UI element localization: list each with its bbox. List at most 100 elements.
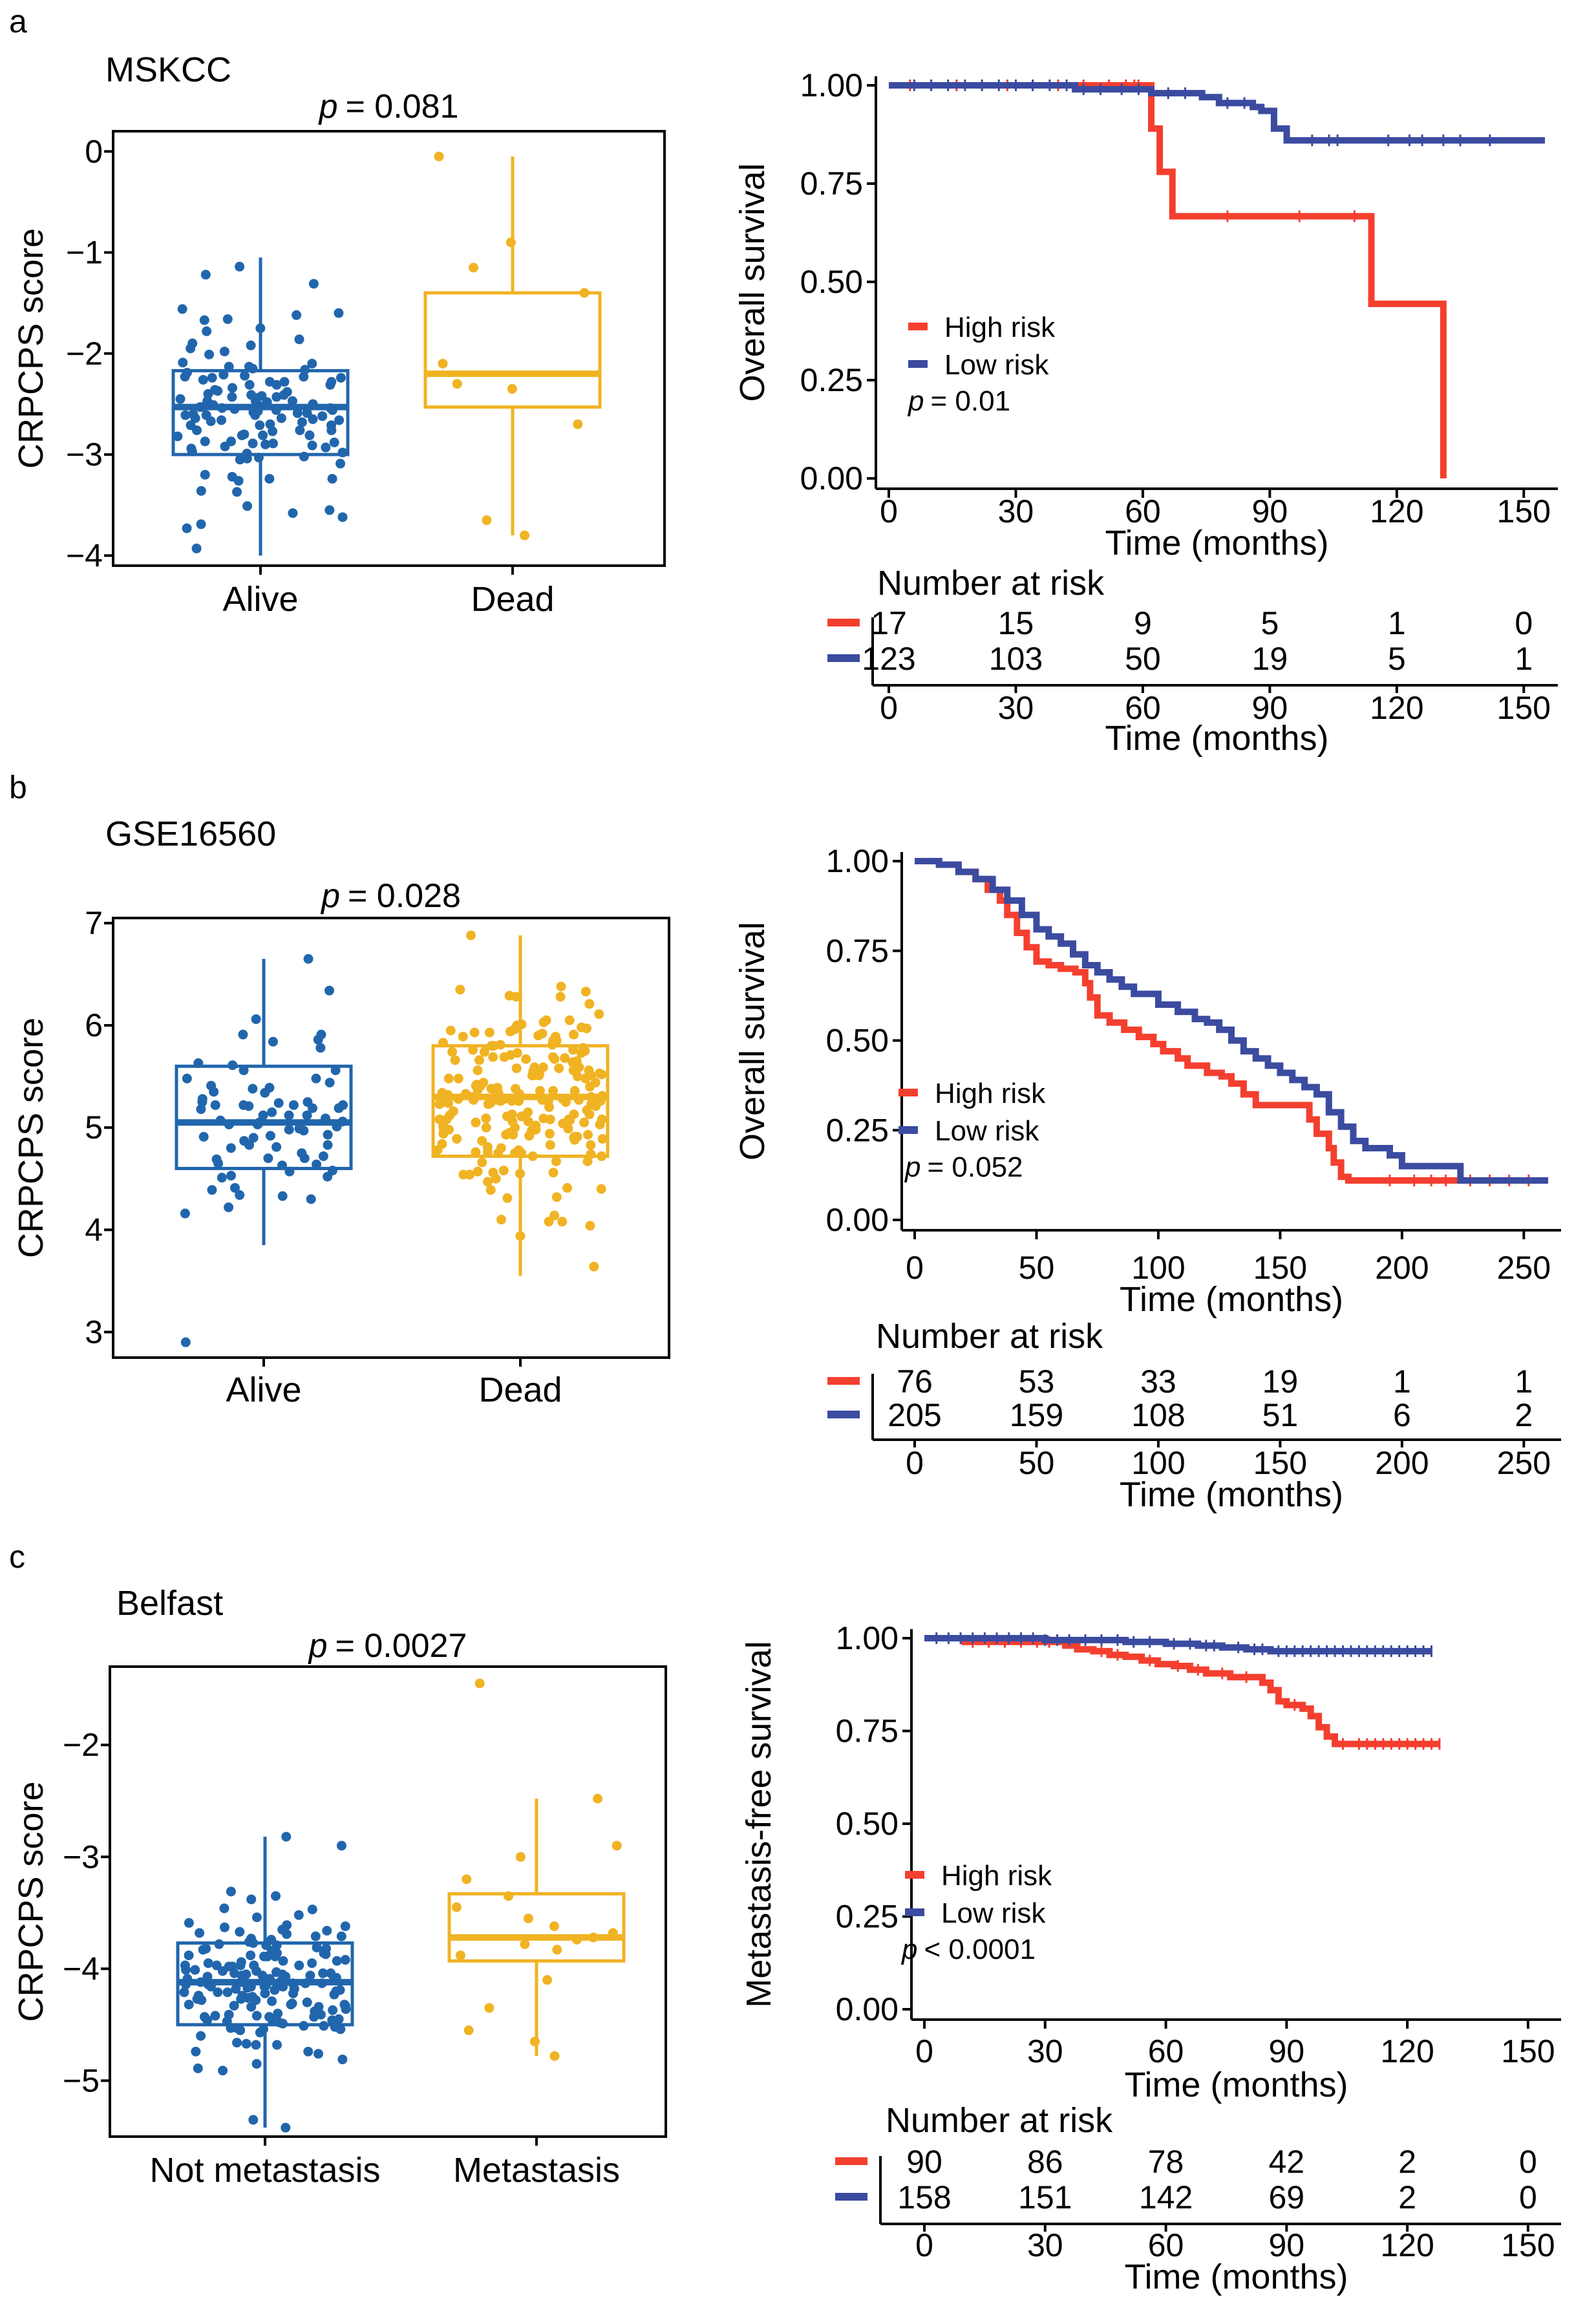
- data-point: [323, 1171, 333, 1182]
- data-point: [193, 1058, 204, 1069]
- data-point: [196, 519, 206, 529]
- data-point: [242, 1980, 253, 1990]
- x-tick-label: 50: [1019, 1250, 1055, 1286]
- risk-x-axis-label: Time (months): [1124, 2258, 1348, 2296]
- data-point: [482, 1142, 493, 1152]
- risk-count: 6: [1393, 1397, 1411, 1433]
- data-point: [265, 1131, 275, 1141]
- data-point: [253, 1119, 263, 1129]
- risk-x-tick-label: 30: [998, 690, 1034, 726]
- data-point: [487, 1041, 497, 1051]
- x-axis-label: Time (months): [1105, 524, 1328, 562]
- data-point: [178, 358, 188, 368]
- data-point: [505, 1050, 516, 1060]
- risk-x-axis-label: Time (months): [1120, 1475, 1343, 1514]
- data-point: [341, 2004, 351, 2014]
- data-point: [579, 1117, 590, 1127]
- data-point: [271, 405, 281, 415]
- data-point: [337, 2055, 348, 2065]
- data-point: [201, 410, 211, 420]
- p-value: = 0.081: [345, 88, 458, 125]
- data-point: [292, 310, 302, 320]
- data-point: [200, 270, 211, 280]
- data-point: [229, 1968, 240, 1978]
- data-point: [229, 404, 240, 414]
- data-point: [266, 1934, 277, 1945]
- data-point: [321, 442, 331, 453]
- data-point: [573, 1071, 583, 1082]
- data-point: [312, 1159, 322, 1169]
- data-point: [264, 2012, 274, 2022]
- data-point: [453, 1094, 463, 1104]
- data-point: [307, 358, 317, 368]
- data-point: [207, 1185, 217, 1195]
- risk-count: 1: [1515, 1363, 1533, 1400]
- data-point: [232, 2038, 242, 2048]
- data-point: [277, 1191, 288, 1201]
- data-point: [544, 1129, 555, 1139]
- data-point: [443, 1124, 454, 1135]
- data-point: [581, 1023, 591, 1034]
- data-point: [330, 1065, 341, 1076]
- data-point: [549, 2051, 560, 2061]
- data-point: [469, 262, 479, 273]
- y-tick-label: 0.00: [826, 1202, 889, 1238]
- data-point: [491, 1094, 502, 1105]
- data-point: [268, 426, 278, 436]
- risk-x-axis-label: Time (months): [1105, 719, 1328, 758]
- risk-x-tick-label: 0: [880, 690, 898, 726]
- data-point: [515, 1231, 526, 1241]
- data-point: [249, 1960, 259, 1970]
- p-symbol: p: [900, 1934, 917, 1965]
- data-point: [308, 279, 319, 289]
- data-point: [495, 1040, 505, 1050]
- data-point: [573, 419, 583, 429]
- data-point: [226, 1886, 236, 1897]
- data-point: [196, 2031, 206, 2041]
- risk-x-tick-label: 120: [1370, 690, 1423, 726]
- data-point: [186, 420, 196, 431]
- data-point: [180, 1208, 190, 1219]
- data-point: [335, 2024, 346, 2034]
- data-point: [315, 1043, 326, 1053]
- data-point: [236, 1957, 246, 1967]
- data-point: [455, 1950, 465, 1961]
- data-point: [232, 487, 242, 497]
- data-point: [206, 1080, 217, 1091]
- y-axis-label: CRPCPS score: [12, 228, 50, 469]
- data-point: [273, 2009, 283, 2019]
- y-tick-label: 0.50: [836, 1806, 899, 1842]
- panel-letter-c: c: [9, 1539, 25, 1575]
- data-point: [496, 1215, 507, 1225]
- data-point: [466, 930, 476, 941]
- data-point: [318, 1968, 328, 1978]
- data-point: [512, 1020, 522, 1030]
- data-point: [248, 1938, 259, 1948]
- data-point: [222, 314, 233, 325]
- data-point: [540, 1094, 550, 1104]
- data-point: [515, 1852, 526, 1862]
- data-point: [452, 379, 462, 389]
- risk-table-title: Number at risk: [877, 564, 1105, 603]
- data-point: [555, 992, 566, 1002]
- data-point: [326, 425, 337, 436]
- data-point: [468, 1045, 478, 1055]
- data-point: [507, 1109, 517, 1120]
- data-point: [336, 1841, 346, 1851]
- data-point: [229, 1182, 240, 1193]
- p-symbol: p: [320, 877, 340, 915]
- data-point: [235, 454, 245, 465]
- p-value-title: p = 0.081: [318, 88, 459, 125]
- data-point: [184, 1917, 194, 1928]
- risk-x-tick-label: 150: [1497, 690, 1551, 726]
- data-point: [208, 400, 218, 411]
- panel-c-km-plot: 0.00 0.25 0.50 0.75 1.00 0 30 60 90 120 150 Time (m…: [739, 1620, 1561, 2296]
- data-point: [207, 372, 217, 383]
- risk-count: 9: [1134, 605, 1152, 641]
- data-point: [501, 1129, 511, 1140]
- data-point: [474, 1678, 485, 1689]
- y-axis-label: Overall survival: [733, 922, 772, 1160]
- risk-count: 151: [1018, 2179, 1072, 2215]
- data-point: [488, 1052, 498, 1062]
- data-point: [571, 1934, 582, 1945]
